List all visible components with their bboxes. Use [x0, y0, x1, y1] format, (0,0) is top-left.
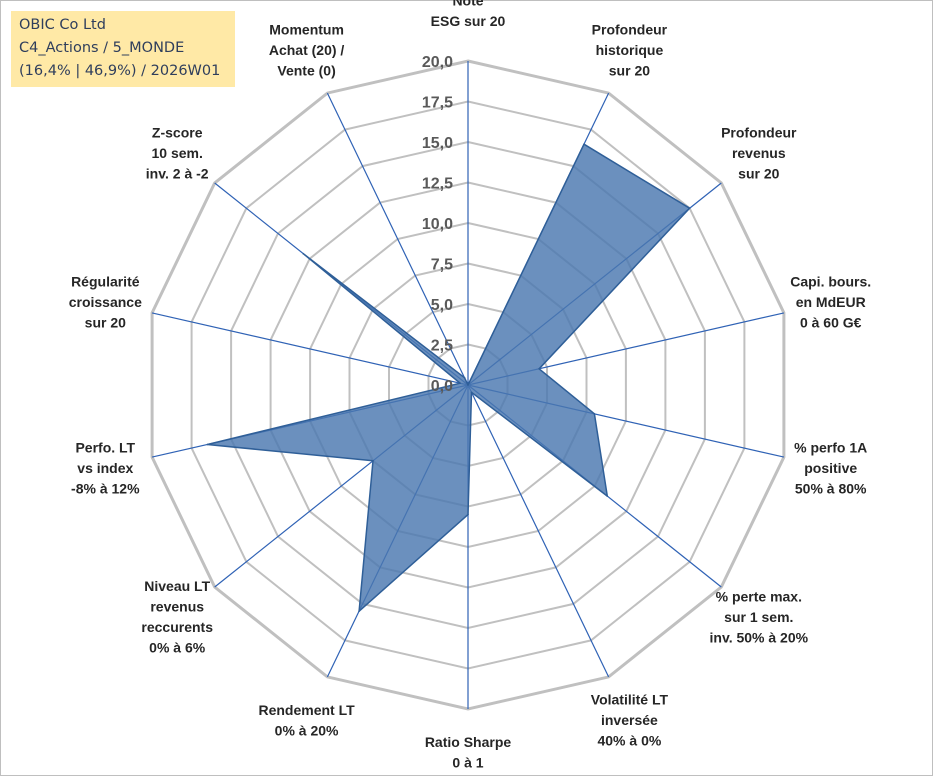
radar-axis-label-6: Volatilité LT inversée 40% à 0%: [591, 692, 669, 749]
radar-axis-label-2: Profondeur revenus sur 20: [721, 125, 797, 182]
radar-point-1: [583, 143, 585, 145]
title-stats: (16,4% | 46,9%) / 2026W01: [19, 63, 221, 79]
title-company: OBIC Co Ltd: [19, 17, 106, 33]
radar-tick-label-7: 17,5: [422, 95, 453, 112]
radar-series: [206, 143, 691, 612]
radar-point-0: [467, 384, 469, 386]
radar-point-7: [467, 513, 469, 516]
radar-axis-label-5: % perte max. sur 1 sem. inv. 50% à 20%: [710, 588, 809, 645]
radar-axis-label-4: % perfo 1A positive 50% à 80%: [794, 439, 867, 496]
radar-axis-label-12: Z-score 10 sem. inv. 2 à -2: [146, 125, 209, 182]
radar-point-12: [302, 252, 305, 255]
radar-spoke-6: [467, 384, 610, 678]
radar-axis-label-11: Régularité croissance sur 20: [69, 274, 142, 331]
radar-tick-label-3: 7,5: [431, 257, 453, 274]
radar-axis-label-1: Profondeur historique sur 20: [592, 21, 668, 78]
radar-axis-label-10: Perfo. LT vs index -8% à 12%: [71, 439, 140, 496]
radar-tick-labels: 0,0 2,5 5,0 7,5 10,0 12,5 15,0 17,5 20,0: [422, 54, 453, 395]
radar-axis-label-9: Niveau LT revenus reccurents 0% à 6%: [141, 578, 213, 656]
radar-axis-label-3: Capi. bours. en MdEUR 0 à 60 G€: [790, 274, 871, 331]
radar-axis-label-7: Ratio Sharpe 0 à 1: [425, 734, 512, 771]
radar-point-3: [538, 368, 540, 370]
radar-point-8: [358, 610, 360, 612]
radar-point-10: [206, 443, 209, 446]
radar-tick-label-2: 5,0: [431, 297, 453, 314]
radar-axis-label-13: Momentum Achat (20) / Vente (0): [269, 21, 345, 78]
radar-tick-label-4: 10,0: [422, 216, 453, 233]
radar-spoke-13: [326, 92, 469, 386]
chart-title-box: OBIC Co Ltd C4_Actions / 5_MONDE (16,4% …: [11, 11, 235, 87]
radar-point-4: [593, 413, 596, 415]
radar-point-2: [688, 207, 691, 209]
radar-tick-label-5: 12,5: [422, 176, 453, 193]
radar-point-9: [372, 460, 374, 462]
radar-point-11: [459, 382, 461, 385]
radar-axis-label-0: Note ESG sur 20: [431, 0, 506, 29]
radar-tick-label-1: 2,5: [431, 338, 453, 355]
radar-point-13: [463, 376, 466, 379]
radar-axis-label-8: Rendement LT 0% à 20%: [258, 702, 355, 739]
radar-tick-label-8: 20,0: [422, 54, 453, 71]
radar-tick-label-6: 15,0: [422, 135, 453, 152]
radar-point-6: [470, 391, 473, 394]
radar-spoke-11: [151, 312, 469, 386]
radar-axis-labels: Note ESG sur 20 Profondeur historique sur 20…: [69, 0, 871, 771]
radar-tick-label-0: 0,0: [431, 378, 453, 395]
radar-point-5: [606, 495, 609, 497]
title-category: C4_Actions / 5_MONDE: [19, 40, 185, 56]
